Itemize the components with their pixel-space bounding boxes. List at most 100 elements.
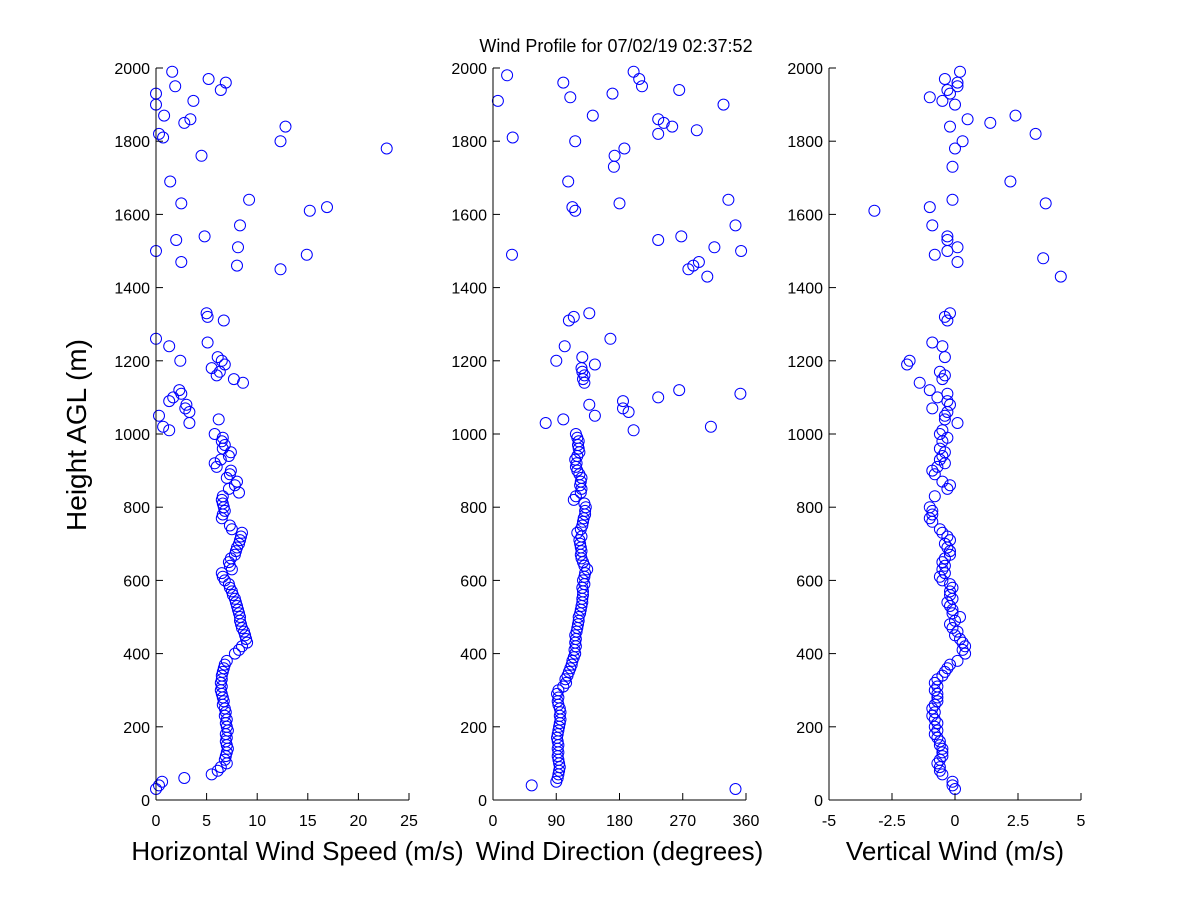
horizontal-wind-speed-point: [274, 135, 287, 148]
vertical-wind-point: [936, 340, 949, 353]
vertical-wind-point: [949, 629, 961, 642]
vertical-wind-point: [946, 160, 959, 173]
horizontal-wind-speed-point: [217, 314, 230, 327]
horizontal-wind-speed-y-tick-label: 1000: [114, 427, 150, 444]
wind-direction-y-tick-label: 1400: [451, 281, 487, 298]
vertical-wind-y-tick-label: 1800: [787, 134, 823, 151]
horizontal-wind-speed-point: [178, 116, 191, 129]
vertical-wind-point: [944, 534, 956, 547]
wind-direction-point: [569, 490, 582, 503]
horizontal-wind-speed-y-tick-label: 400: [123, 647, 150, 664]
horizontal-wind-speed-point: [239, 629, 252, 642]
wind-direction-point: [569, 204, 582, 217]
wind-direction-point: [652, 127, 665, 140]
vertical-wind-point: [944, 87, 956, 100]
wind-direction-point: [607, 160, 620, 173]
vertical-wind-point: [901, 358, 914, 371]
vertical-wind-point: [938, 559, 951, 572]
vertical-wind-point: [949, 783, 961, 795]
vertical-wind-point: [941, 406, 954, 418]
vertical-wind-point: [931, 731, 944, 744]
vertical-wind-point: [936, 768, 949, 781]
horizontal-wind-speed-point: [243, 193, 256, 206]
horizontal-wind-speed-point: [224, 464, 237, 477]
horizontal-wind-speed-point: [178, 772, 191, 784]
vertical-wind-point: [944, 585, 956, 598]
horizontal-wind-speed-point: [226, 589, 239, 601]
vertical-wind-point: [941, 541, 954, 554]
vertical-wind-point: [928, 676, 941, 689]
horizontal-wind-speed-point: [153, 779, 165, 792]
horizontal-wind-speed-y-tick-label: 800: [123, 500, 150, 517]
wind-direction-y-tick-label: 200: [460, 720, 487, 737]
wind-direction-y-tick-label: 1200: [451, 354, 487, 371]
vertical-wind-point: [926, 402, 939, 415]
vertical-wind-point: [931, 695, 944, 708]
vertical-wind-point: [959, 640, 972, 653]
horizontal-wind-speed-x-tick-label: 10: [248, 813, 266, 830]
vertical-wind-point: [936, 750, 949, 763]
horizontal-wind-speed-point: [200, 307, 213, 320]
horizontal-wind-speed-point: [163, 424, 176, 437]
wind-direction-point: [586, 109, 599, 122]
vertical-wind-point: [951, 80, 964, 93]
horizontal-wind-speed-point: [163, 395, 176, 408]
vertical-wind-point: [928, 468, 941, 481]
horizontal-wind-speed-point: [236, 622, 248, 634]
vertical-wind-point: [956, 135, 969, 148]
vertical-wind-point: [931, 717, 944, 730]
x-axis-label-horizontal-wind-speed: Horizontal Wind Speed (m/s): [131, 836, 463, 866]
wind-direction-point: [704, 420, 717, 433]
vertical-wind-point: [959, 647, 972, 660]
vertical-wind-point: [928, 720, 941, 733]
horizontal-wind-speed-point: [217, 662, 230, 675]
wind-direction-point: [717, 98, 730, 111]
vertical-wind-y-tick-label: 1600: [787, 207, 823, 224]
wind-direction-point: [692, 256, 705, 268]
vertical-wind-point: [946, 775, 959, 788]
vertical-wind-point: [946, 607, 959, 620]
horizontal-wind-speed-point: [187, 94, 200, 107]
vertical-wind-point: [941, 230, 954, 243]
horizontal-wind-speed-point: [236, 526, 248, 539]
wind-direction-point: [506, 248, 518, 261]
wind-direction-point: [557, 680, 570, 693]
horizontal-wind-speed-y-tick-label: 1200: [114, 354, 150, 371]
vertical-wind-point: [933, 761, 946, 774]
vertical-wind-point: [936, 373, 949, 386]
vertical-wind-point: [946, 193, 959, 206]
vertical-wind-y-tick-label: 400: [796, 647, 823, 664]
vertical-wind-point: [954, 611, 966, 623]
wind-direction-point: [550, 354, 563, 367]
vertical-wind-point: [951, 654, 964, 667]
horizontal-wind-speed-point: [216, 691, 229, 704]
vertical-wind-point: [936, 94, 949, 107]
wind-direction-point: [565, 658, 578, 671]
wind-direction-x-tick-label: 180: [606, 813, 633, 830]
vertical-wind-point: [938, 413, 951, 426]
horizontal-wind-speed-axes: 0 200 400 600 800 1000 1200 1400 1600 1800 2000 0 5 1…: [114, 61, 418, 830]
vertical-wind-points: [868, 65, 1067, 795]
horizontal-wind-speed-point: [224, 446, 237, 459]
wind-direction-point: [636, 80, 648, 93]
horizontal-wind-speed-point: [208, 428, 221, 440]
horizontal-wind-speed-point: [158, 109, 171, 122]
vertical-wind-point: [936, 526, 949, 539]
horizontal-wind-speed-point: [216, 570, 229, 583]
wind-direction-point: [583, 398, 596, 411]
horizontal-wind-speed-x-tick-label: 0: [152, 813, 161, 830]
horizontal-wind-speed-y-tick-label: 600: [123, 573, 150, 590]
vertical-wind-point: [954, 65, 966, 78]
vertical-wind-point: [928, 490, 941, 503]
horizontal-wind-speed-point: [216, 665, 229, 678]
vertical-wind-y-tick-label: 200: [796, 720, 823, 737]
wind-direction-point: [557, 76, 570, 89]
wind-direction-y-tick-label: 800: [460, 500, 487, 517]
horizontal-wind-speed-point: [221, 724, 234, 737]
wind-direction-point: [581, 563, 594, 576]
vertical-wind-x-tick-label: 2.5: [1007, 813, 1029, 830]
vertical-wind-point: [944, 600, 956, 612]
horizontal-wind-speed-point: [216, 490, 229, 503]
vertical-wind-point: [956, 636, 969, 649]
horizontal-wind-speed-point: [205, 362, 218, 375]
